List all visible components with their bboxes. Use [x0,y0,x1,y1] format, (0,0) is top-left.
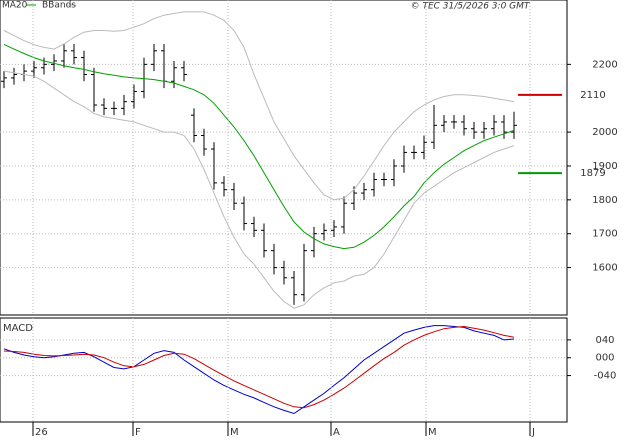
ma-line [3,43,515,250]
x-tick-label: J [531,427,535,438]
y-tick-label: 1600 [592,263,617,274]
panel-title: MACD [3,323,33,334]
band-upper [3,11,515,201]
copyright: © TEC 31/5/2026 3:0 GMT [411,2,531,12]
x-tick-label: F [135,427,141,438]
band-lower [3,70,515,309]
x-tick-label: M [428,427,437,438]
y-tick-label: 000 [595,353,614,364]
x-tick-label: M [230,427,239,438]
level-label: 1879 [580,168,605,179]
macd-line [3,325,515,415]
macd-panel [0,317,568,423]
x-tick-label: A [333,427,340,438]
y-tick-label: 1800 [592,195,617,206]
level-label: 2110 [580,90,605,101]
y-tick-label: 2000 [592,127,617,138]
y-tick-label: 1700 [592,229,617,240]
legend-label: MA20 [2,1,28,11]
y-tick-label: 040 [595,335,614,346]
macd-line [3,325,515,409]
y-tick-label: 2200 [592,59,617,70]
y-tick-label: -040 [594,371,617,382]
legend-label: BBands [42,1,76,11]
x-tick-label: 26 [35,427,48,438]
y-tick-label: 1900 [592,161,617,172]
price-panel [0,0,568,316]
